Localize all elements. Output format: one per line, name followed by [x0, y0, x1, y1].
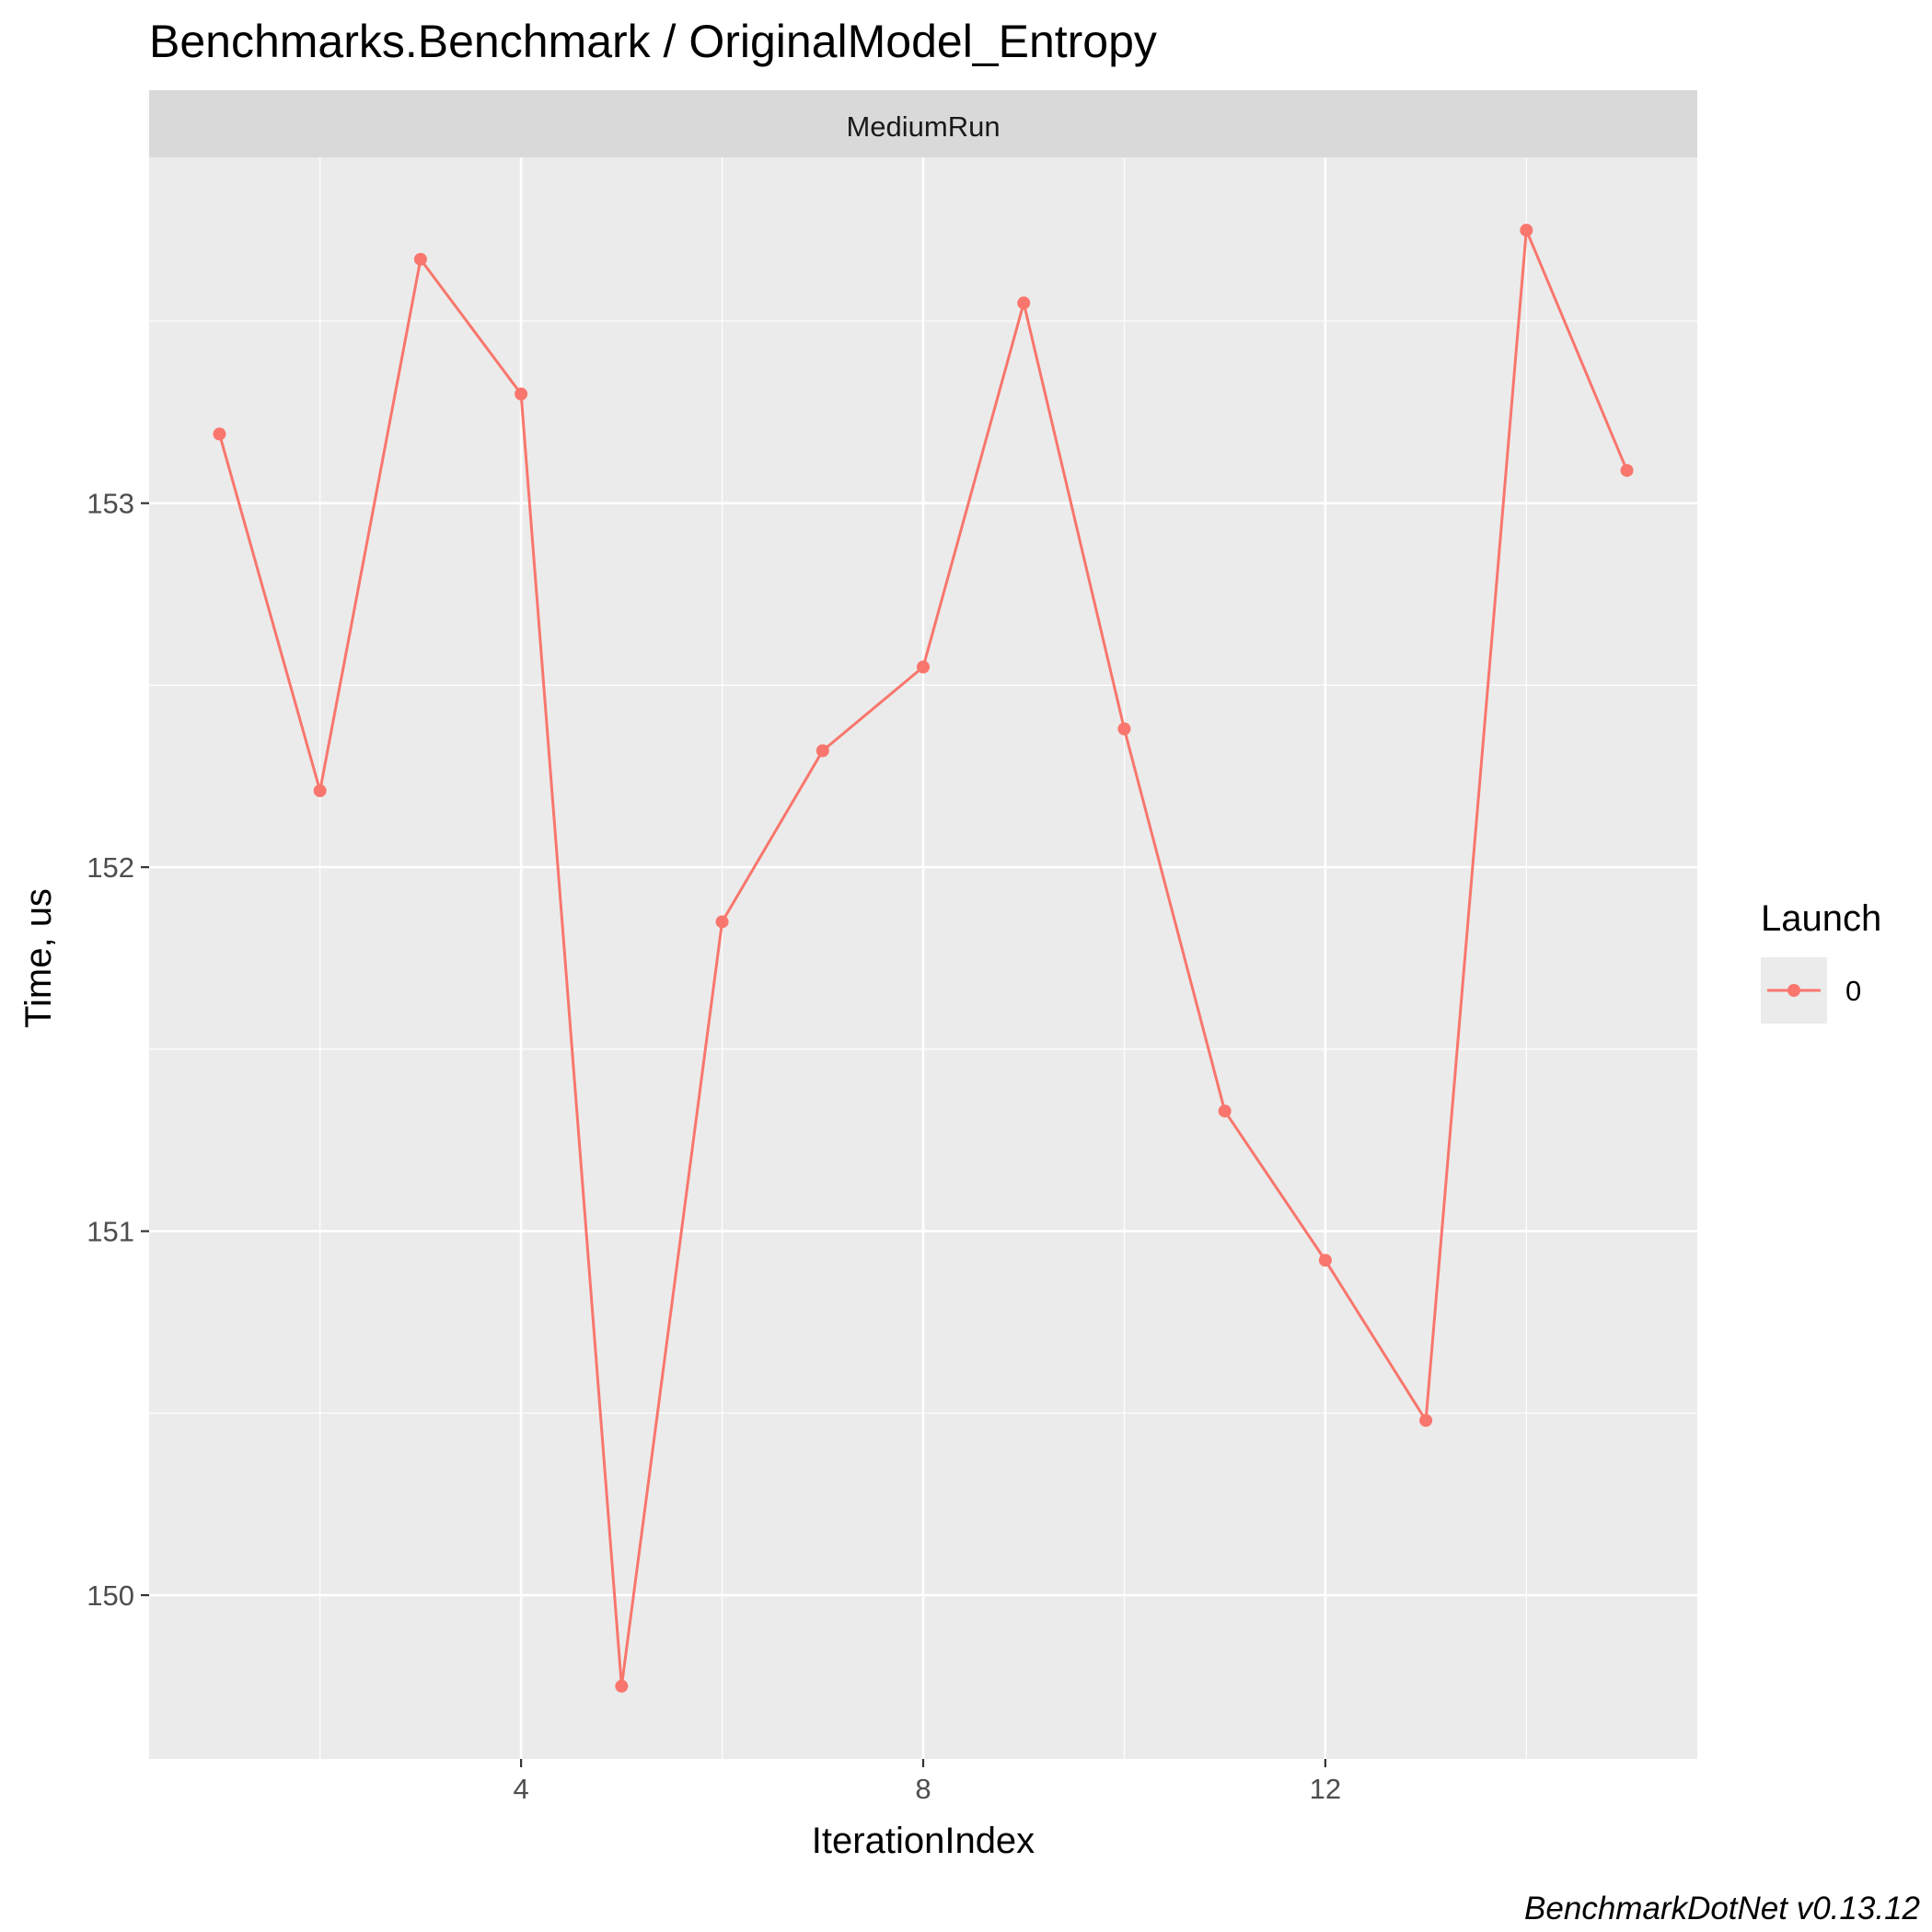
x-axis: 4 8 12	[513, 1759, 1341, 1805]
legend: Launch 0	[1761, 898, 1881, 1024]
x-axis-title: IterationIndex	[812, 1821, 1035, 1861]
x-tick-label: 8	[915, 1773, 931, 1805]
data-point	[1520, 224, 1533, 237]
x-tick-label: 4	[513, 1773, 528, 1805]
data-point	[413, 252, 427, 266]
legend-label: 0	[1845, 975, 1861, 1007]
y-tick-label: 152	[87, 851, 134, 884]
series-layer	[213, 224, 1634, 1693]
data-point	[1620, 464, 1634, 478]
chart-title: Benchmarks.Benchmark / OriginalModel_Ent…	[149, 16, 1157, 67]
data-point	[515, 388, 528, 401]
data-point	[816, 744, 829, 758]
y-axis-title: Time, us	[18, 888, 59, 1028]
data-point	[917, 660, 930, 674]
data-point	[615, 1679, 629, 1693]
data-point	[1419, 1414, 1433, 1428]
y-tick-label: 150	[87, 1579, 134, 1612]
data-point	[1218, 1105, 1232, 1118]
data-point	[313, 784, 327, 798]
data-point	[1318, 1254, 1332, 1267]
facet-strip	[149, 90, 1697, 157]
legend-key-point	[1787, 984, 1800, 997]
grid-major-lines	[149, 157, 1697, 1759]
facet-strip-label: MediumRun	[846, 110, 1000, 143]
legend-title: Launch	[1761, 898, 1881, 939]
x-tick-label: 12	[1310, 1773, 1341, 1805]
data-point	[1017, 296, 1031, 310]
caption: BenchmarkDotNet v0.13.12	[1524, 1891, 1920, 1926]
y-axis: 150 151 152 153	[87, 488, 149, 1612]
data-point	[213, 427, 226, 441]
y-tick-label: 151	[87, 1216, 134, 1248]
data-point	[715, 915, 729, 929]
y-tick-label: 153	[87, 488, 134, 520]
data-point	[1117, 722, 1131, 735]
